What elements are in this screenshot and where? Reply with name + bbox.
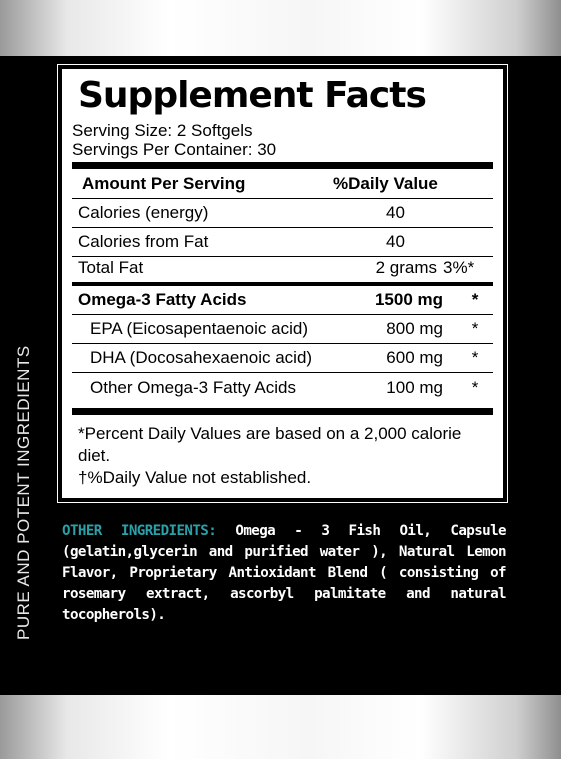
nutrient-amount: 40 — [386, 232, 405, 251]
table-row: DHA (Docosahexaenoic acid) 600 mg * — [72, 344, 493, 373]
serving-size: Serving Size: 2 Softgels — [72, 121, 253, 140]
table-row: Omega-3 Fatty Acids 1500 mg * — [72, 286, 493, 315]
divider-thick — [72, 408, 493, 415]
nutrient-daily-value: * — [471, 378, 479, 397]
nutrient-name: DHA (Docosahexaenoic acid) — [90, 348, 313, 367]
nutrient-name: Total Fat — [78, 258, 144, 277]
supplement-facts-panel: Supplement Facts Serving Size: 2 Softgel… — [57, 64, 508, 503]
nutrient-amount: 2 grams — [375, 258, 437, 277]
footnote-daily-values: *Percent Daily Values are based on a 2,0… — [78, 424, 462, 465]
nutrient-amount: 1500 mg — [374, 290, 443, 309]
nutrient-name: Calories (energy) — [78, 203, 209, 222]
other-ingredients-text: Omega - 3 Fish Oil, Capsule (gelatin,gly… — [62, 523, 507, 623]
servings-per-container: Servings Per Container: 30 — [72, 140, 277, 159]
other-ingredients-heading: OTHER INGREDIENTS: — [62, 523, 236, 539]
nutrient-name: EPA (Eicosapentaenoic acid) — [90, 319, 308, 338]
table-row: Total Fat 2 grams 3%* — [72, 257, 493, 286]
side-tagline: PURE AND POTENT INGREDIENTS — [14, 345, 33, 640]
nutrient-amount: 800 mg — [386, 319, 443, 338]
nutrient-daily-value: * — [471, 319, 479, 338]
facts-title: Supplement Facts — [78, 75, 427, 116]
table-row: Calories from Fat 40 — [72, 228, 493, 257]
table-row: EPA (Eicosapentaenoic acid) 800 mg * — [72, 315, 493, 344]
nutrient-amount: 100 mg — [386, 378, 443, 397]
nutrient-daily-value: * — [471, 290, 479, 309]
table-header: Amount Per Serving %Daily Value — [72, 169, 493, 199]
nutrient-daily-value: * — [471, 348, 479, 367]
header-daily-value: %Daily Value — [333, 174, 438, 193]
footnote-not-established: †%Daily Value not established. — [78, 468, 312, 487]
bottle-bottom-band — [0, 695, 561, 759]
footnotes: *Percent Daily Values are based on a 2,0… — [72, 415, 493, 489]
other-ingredients: OTHER INGREDIENTS: Omega - 3 Fish Oil, C… — [62, 521, 507, 626]
table-row: Calories (energy) 40 — [72, 199, 493, 228]
divider-thick — [72, 162, 493, 169]
table-row: Other Omega-3 Fatty Acids 100 mg * — [72, 373, 493, 402]
nutrient-name: Other Omega-3 Fatty Acids — [90, 378, 296, 397]
header-amount: Amount Per Serving — [82, 174, 246, 193]
nutrient-name: Omega-3 Fatty Acids — [78, 290, 247, 309]
nutrient-amount: 600 mg — [386, 348, 443, 367]
bottle-top-band — [0, 0, 561, 56]
nutrient-daily-value: 3%* — [443, 258, 475, 277]
nutrient-amount: 40 — [386, 203, 405, 222]
nutrient-name: Calories from Fat — [78, 232, 209, 251]
